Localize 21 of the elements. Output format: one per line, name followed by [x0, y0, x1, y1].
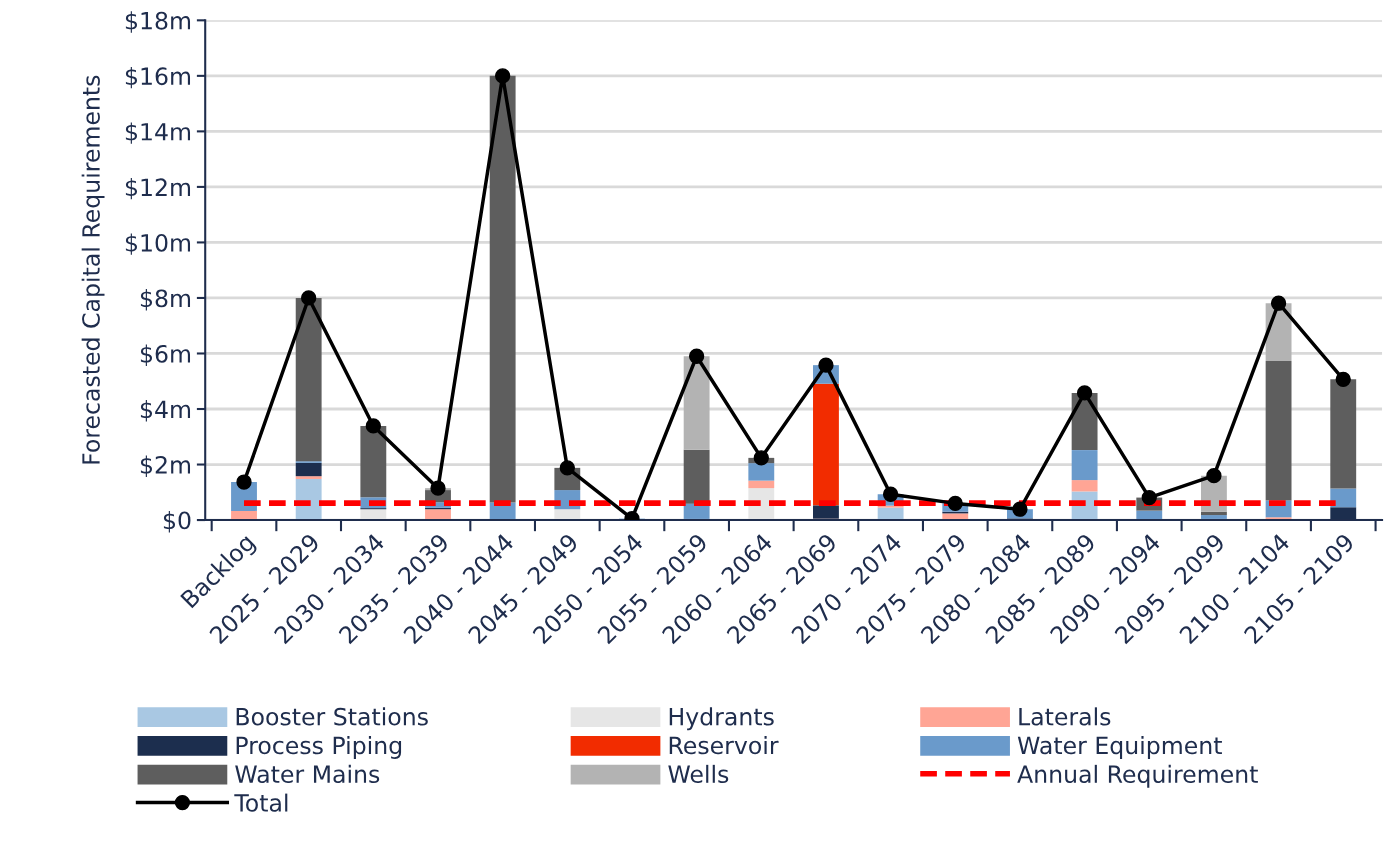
y-tick-label: $6m: [140, 344, 191, 366]
legend-label: Reservoir: [669, 736, 779, 755]
y-tick-label: $8m: [140, 288, 191, 311]
y-axis-title: Forecasted Capital Requirements: [81, 75, 105, 464]
y-tick-label: $18m: [125, 11, 191, 33]
y-tick-label: $10m: [125, 233, 191, 255]
legend-label: Water Mains: [235, 764, 380, 784]
legend-label: Hydrants: [669, 707, 774, 731]
legend-label: Laterals: [1019, 707, 1111, 726]
legend-label: Wells: [668, 764, 729, 784]
y-tick-label: $16m: [125, 66, 191, 89]
y-tick-label: $4m: [140, 400, 191, 422]
y-tick-label: $12m: [125, 177, 191, 200]
legend-label: Booster Stations: [236, 707, 428, 726]
legend-label: Process Piping: [236, 736, 402, 759]
legend-label: Water Equipment: [1017, 736, 1222, 759]
legend-label: Annual Requirement: [1017, 764, 1258, 788]
y-tick-label: $14m: [125, 122, 191, 144]
y-tick-label: $2m: [140, 455, 191, 477]
y-tick-label: $0: [163, 511, 191, 533]
legend-label: Total: [234, 793, 288, 812]
